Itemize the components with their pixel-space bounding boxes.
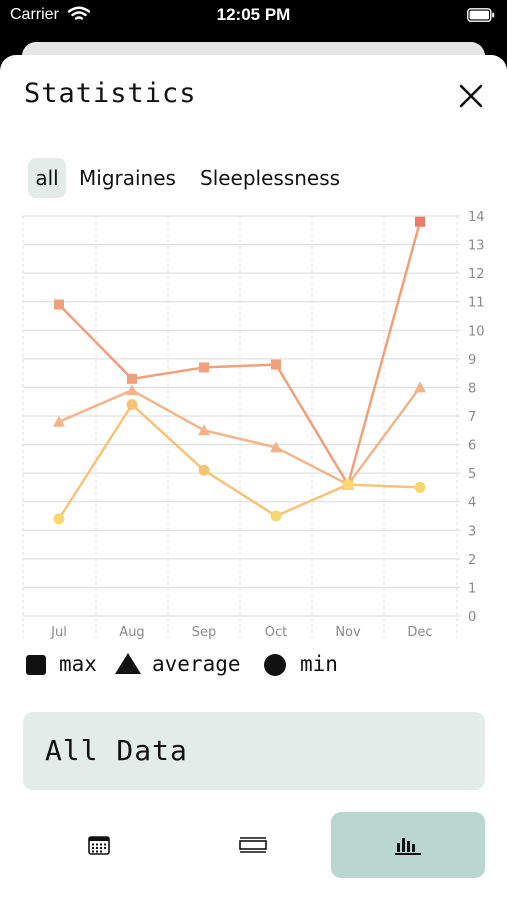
data-point xyxy=(199,362,209,373)
all-data-label: All Data xyxy=(45,734,188,767)
battery-icon xyxy=(467,8,495,22)
data-point xyxy=(126,399,138,411)
data-point xyxy=(54,299,64,310)
data-point xyxy=(414,381,426,393)
y-tick-label: 11 xyxy=(468,296,485,311)
x-tick-label: Oct xyxy=(265,625,287,640)
tab-migraines[interactable]: Migraines xyxy=(79,166,176,190)
data-point xyxy=(53,513,65,525)
carrier-label: Carrier xyxy=(10,6,59,23)
chart-icon xyxy=(395,838,421,855)
y-tick-label: 0 xyxy=(468,610,476,625)
circle-icon xyxy=(264,654,286,676)
y-tick-label: 5 xyxy=(468,467,476,482)
legend-label: min xyxy=(300,652,338,676)
data-point xyxy=(198,464,210,476)
close-icon[interactable] xyxy=(456,81,486,111)
status-time: 12:05 PM xyxy=(216,5,291,24)
series-min xyxy=(53,399,426,525)
x-tick-label: Sep xyxy=(192,625,217,640)
list-icon xyxy=(239,837,267,853)
legend-label: average xyxy=(152,652,241,676)
x-tick-label: Aug xyxy=(119,625,144,640)
series-max xyxy=(54,216,425,490)
y-tick-label: 6 xyxy=(468,439,476,454)
triangle-icon xyxy=(115,653,141,674)
y-tick-label: 1 xyxy=(468,581,476,596)
nav-list-button[interactable] xyxy=(177,812,329,878)
y-tick-label: 8 xyxy=(468,381,476,396)
square-icon xyxy=(26,655,46,675)
data-point xyxy=(126,384,138,396)
y-tick-label: 13 xyxy=(468,239,485,254)
series-line xyxy=(58,221,422,486)
wifi-icon xyxy=(68,6,90,20)
data-point xyxy=(53,415,65,427)
y-tick-label: 10 xyxy=(468,324,485,339)
series-line xyxy=(58,386,422,486)
y-tick-label: 9 xyxy=(468,353,476,368)
status-bar: Carrier 12:05 PM xyxy=(0,0,507,32)
x-tick-label: Jul xyxy=(50,625,67,640)
legend-label: max xyxy=(59,652,97,676)
tab-all[interactable]: all xyxy=(28,158,66,198)
all-data-button[interactable]: All Data xyxy=(23,712,485,790)
x-tick-label: Dec xyxy=(407,625,432,640)
y-tick-label: 3 xyxy=(468,524,476,539)
calendar-icon xyxy=(88,836,110,855)
nav-chart-button[interactable] xyxy=(331,812,485,878)
series-line xyxy=(57,403,421,520)
y-tick-label: 2 xyxy=(468,553,476,568)
data-point xyxy=(198,424,210,436)
y-tick-label: 14 xyxy=(468,210,485,225)
y-tick-label: 4 xyxy=(468,496,476,511)
data-point xyxy=(414,481,426,493)
tab-sleeplessness[interactable]: Sleeplessness xyxy=(200,166,341,190)
y-tick-label: 12 xyxy=(468,267,485,282)
data-point xyxy=(270,441,282,453)
y-tick-label: 7 xyxy=(468,410,476,425)
data-point xyxy=(271,359,281,370)
nav-calendar-button[interactable] xyxy=(23,812,175,878)
data-point xyxy=(342,479,354,491)
data-point xyxy=(415,216,425,227)
chart-grid xyxy=(22,215,460,638)
data-point xyxy=(270,510,282,522)
page-title: Statistics xyxy=(24,78,197,109)
x-tick-label: Nov xyxy=(335,625,361,640)
data-point xyxy=(127,373,137,384)
